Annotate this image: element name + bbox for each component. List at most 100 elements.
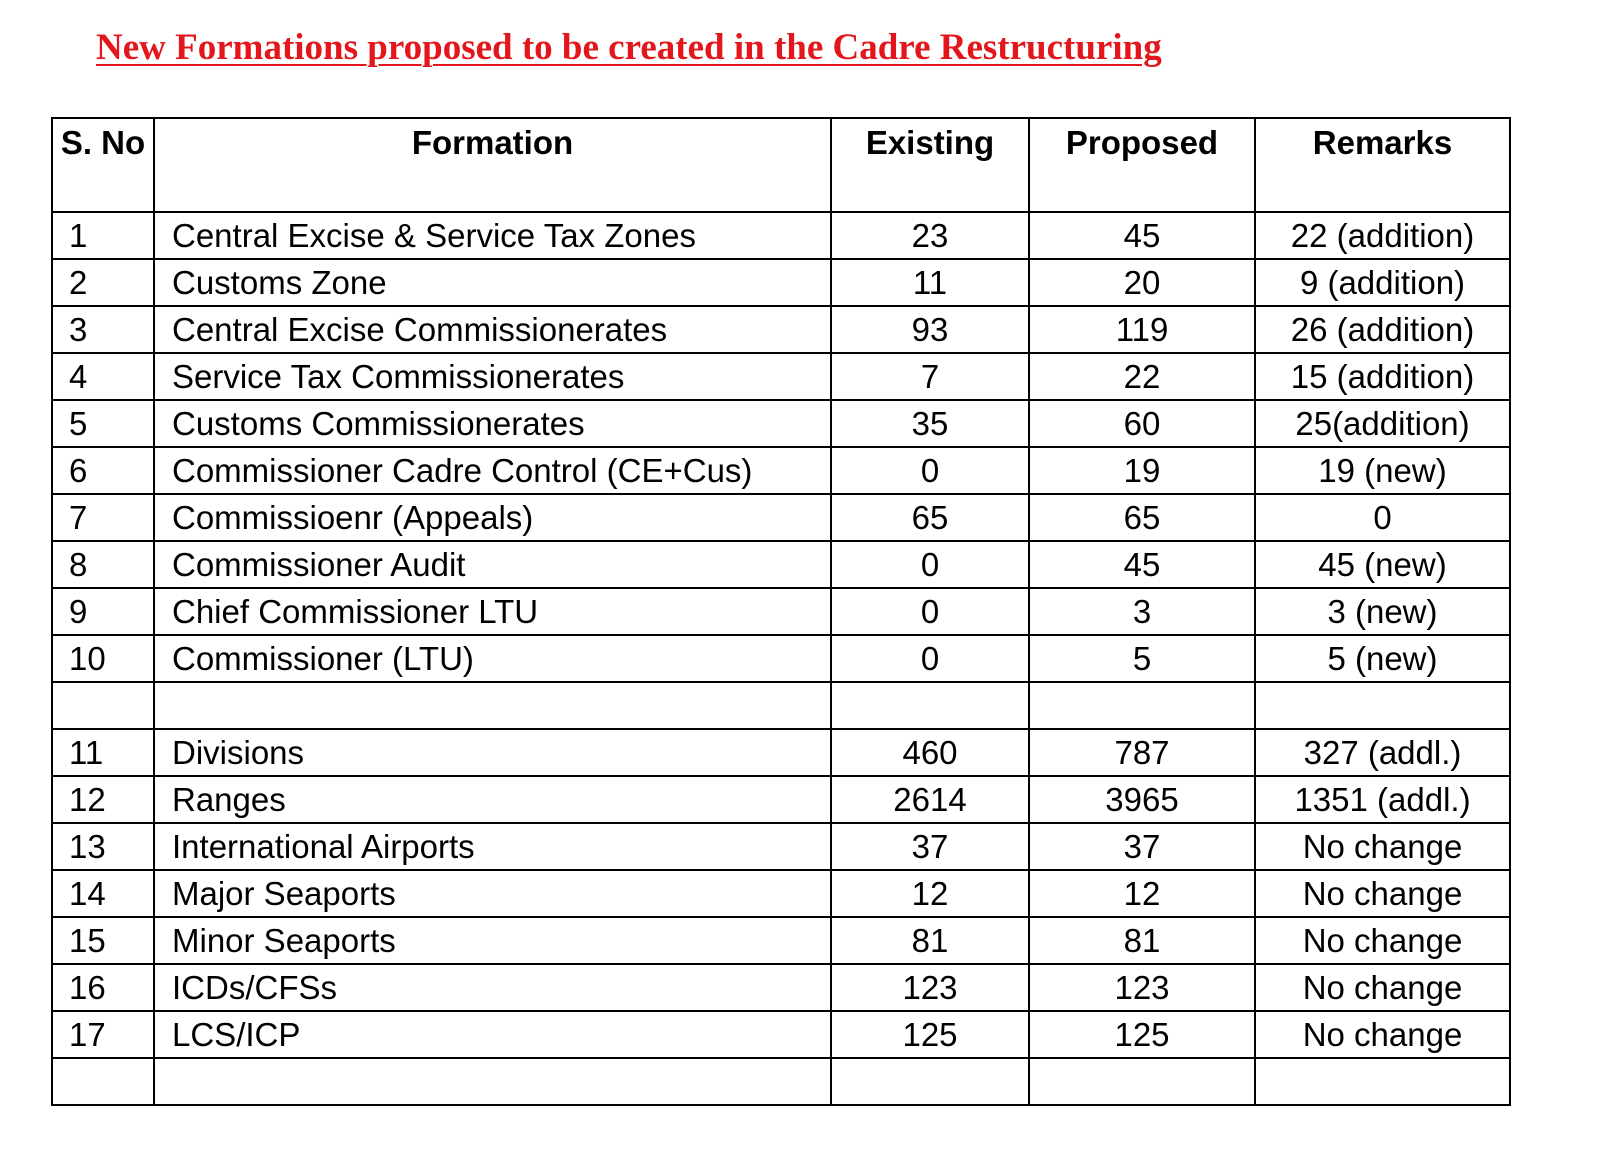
cell-proposed: 125	[1028, 1010, 1256, 1059]
cell-remarks: 19 (new)	[1254, 446, 1511, 495]
cell-remarks: 5 (new)	[1254, 634, 1511, 683]
cell-existing: 125	[830, 1010, 1030, 1059]
cell-remarks: 26 (addition)	[1254, 305, 1511, 354]
cell-existing: 93	[830, 305, 1030, 354]
cell-existing	[830, 681, 1030, 730]
cell-formation: Commissioner (LTU)	[153, 634, 832, 683]
header-proposed: Proposed	[1028, 117, 1256, 213]
table-row: 17 LCS/ICP 125 125 No change	[51, 1010, 1511, 1059]
cell-proposed	[1028, 1057, 1256, 1106]
cell-formation	[153, 681, 832, 730]
table-row: 5 Customs Commissionerates 35 60 25(addition…	[51, 399, 1511, 448]
cell-remarks: 3 (new)	[1254, 587, 1511, 636]
cell-formation: Customs Commissionerates	[153, 399, 832, 448]
table-row: 14 Major Seaports 12 12 No change	[51, 869, 1511, 918]
cell-proposed: 20	[1028, 258, 1256, 307]
cell-proposed: 787	[1028, 728, 1256, 777]
cell-formation: Commissioner Audit	[153, 540, 832, 589]
table-row: 3 Central Excise Commissionerates 93 119 26 …	[51, 305, 1511, 354]
cell-formation: LCS/ICP	[153, 1010, 832, 1059]
cell-formation: Commissioenr (Appeals)	[153, 493, 832, 542]
cell-existing: 2614	[830, 775, 1030, 824]
cell-formation: Chief Commissioner LTU	[153, 587, 832, 636]
cell-proposed: 119	[1028, 305, 1256, 354]
cell-sno: 15	[51, 916, 155, 965]
table-row: 16 ICDs/CFSs 123 123 No change	[51, 963, 1511, 1012]
table-row: 12 Ranges 2614 3965 1351 (addl.)	[51, 775, 1511, 824]
cell-proposed: 12	[1028, 869, 1256, 918]
cell-sno: 10	[51, 634, 155, 683]
cell-remarks: 327 (addl.)	[1254, 728, 1511, 777]
cell-existing: 23	[830, 211, 1030, 260]
cell-existing: 7	[830, 352, 1030, 401]
cell-sno: 2	[51, 258, 155, 307]
cell-sno: 11	[51, 728, 155, 777]
cell-remarks: 45 (new)	[1254, 540, 1511, 589]
table-row: 11 Divisions 460 787 327 (addl.)	[51, 728, 1511, 777]
table-row: 13 International Airports 37 37 No change	[51, 822, 1511, 871]
table-row: 15 Minor Seaports 81 81 No change	[51, 916, 1511, 965]
table-row: 4 Service Tax Commissionerates 7 22 15 (addi…	[51, 352, 1511, 401]
cell-remarks	[1254, 1057, 1511, 1106]
cell-proposed: 5	[1028, 634, 1256, 683]
table-row: 6 Commissioner Cadre Control (CE+Cus) 0 19 1…	[51, 446, 1511, 495]
cell-proposed: 37	[1028, 822, 1256, 871]
cell-remarks: 22 (addition)	[1254, 211, 1511, 260]
cell-existing: 11	[830, 258, 1030, 307]
cell-existing: 65	[830, 493, 1030, 542]
cell-formation: Divisions	[153, 728, 832, 777]
cell-formation: Commissioner Cadre Control (CE+Cus)	[153, 446, 832, 495]
table-row	[51, 1057, 1511, 1106]
header-existing: Existing	[830, 117, 1030, 213]
cell-remarks: No change	[1254, 822, 1511, 871]
table-row: 1 Central Excise & Service Tax Zones 23 45 2…	[51, 211, 1511, 260]
cell-sno: 3	[51, 305, 155, 354]
cell-remarks: 0	[1254, 493, 1511, 542]
table-row: 7 Commissioenr (Appeals) 65 65 0	[51, 493, 1511, 542]
cell-formation	[153, 1057, 832, 1106]
cell-formation: Ranges	[153, 775, 832, 824]
formations-table: S. No Formation Existing Proposed Remark…	[51, 117, 1511, 1106]
cell-sno: 4	[51, 352, 155, 401]
cell-sno: 16	[51, 963, 155, 1012]
cell-proposed	[1028, 681, 1256, 730]
cell-formation: Customs Zone	[153, 258, 832, 307]
cell-sno: 14	[51, 869, 155, 918]
cell-remarks: 9 (addition)	[1254, 258, 1511, 307]
cell-proposed: 65	[1028, 493, 1256, 542]
cell-formation: Central Excise & Service Tax Zones	[153, 211, 832, 260]
cell-proposed: 3965	[1028, 775, 1256, 824]
cell-sno	[51, 681, 155, 730]
cell-existing: 0	[830, 540, 1030, 589]
cell-sno: 17	[51, 1010, 155, 1059]
cell-existing	[830, 1057, 1030, 1106]
cell-existing: 35	[830, 399, 1030, 448]
cell-proposed: 81	[1028, 916, 1256, 965]
cell-remarks: 25(addition)	[1254, 399, 1511, 448]
cell-existing: 0	[830, 634, 1030, 683]
cell-sno	[51, 1057, 155, 1106]
table-row: 8 Commissioner Audit 0 45 45 (new)	[51, 540, 1511, 589]
table-row	[51, 681, 1511, 730]
cell-proposed: 3	[1028, 587, 1256, 636]
cell-remarks: No change	[1254, 869, 1511, 918]
header-row: S. No Formation Existing Proposed Remark…	[51, 117, 1511, 213]
cell-existing: 12	[830, 869, 1030, 918]
cell-existing: 0	[830, 587, 1030, 636]
cell-proposed: 123	[1028, 963, 1256, 1012]
header-formation: Formation	[153, 117, 832, 213]
cell-proposed: 45	[1028, 540, 1256, 589]
cell-proposed: 60	[1028, 399, 1256, 448]
cell-sno: 8	[51, 540, 155, 589]
cell-formation: Central Excise Commissionerates	[153, 305, 832, 354]
cell-sno: 13	[51, 822, 155, 871]
cell-sno: 6	[51, 446, 155, 495]
cell-sno: 1	[51, 211, 155, 260]
cell-sno: 7	[51, 493, 155, 542]
table-row: 2 Customs Zone 11 20 9 (addition)	[51, 258, 1511, 307]
header-sno: S. No	[51, 117, 155, 213]
cell-formation: International Airports	[153, 822, 832, 871]
header-remarks: Remarks	[1254, 117, 1511, 213]
cell-existing: 460	[830, 728, 1030, 777]
cell-proposed: 45	[1028, 211, 1256, 260]
